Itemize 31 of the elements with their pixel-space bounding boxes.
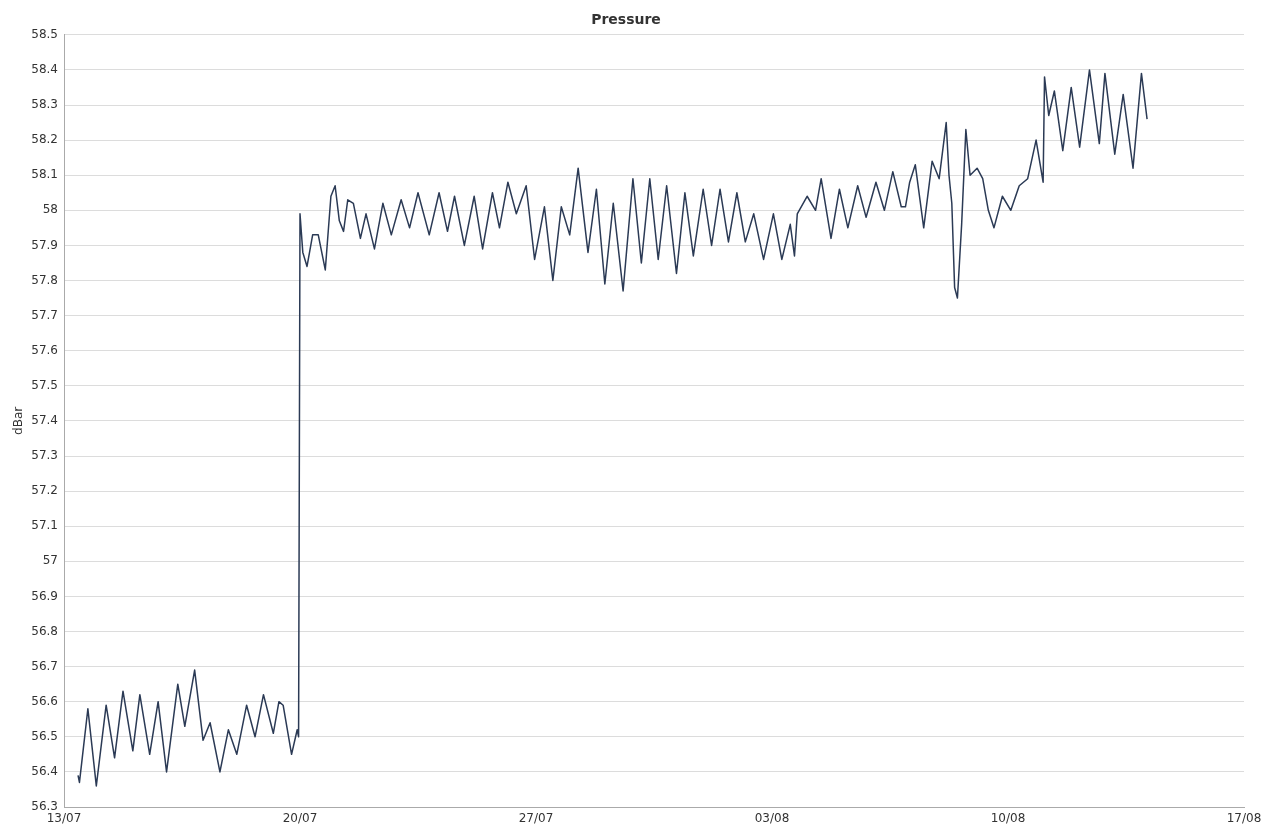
y-tick-label: 57 [42, 553, 58, 568]
y-tick-label: 58 [42, 202, 58, 217]
y-tick-label: 58.1 [31, 167, 58, 182]
y-tick-label: 56.9 [31, 588, 58, 603]
y-tick-label: 56.6 [31, 693, 58, 708]
y-tick-label: 57.4 [31, 413, 58, 428]
y-tick-label: 58.4 [31, 62, 58, 77]
x-tick-label: 20/07 [282, 811, 318, 826]
y-axis-title: dBar [11, 406, 26, 435]
x-tick-label: 10/08 [990, 811, 1026, 826]
x-tick-label: 03/08 [754, 811, 790, 826]
y-tick-label: 58.3 [31, 97, 58, 112]
y-tick-label: 57.8 [31, 272, 58, 287]
x-tick-label: 17/08 [1226, 811, 1262, 826]
y-tick-label: 57.7 [31, 307, 58, 322]
y-tick-label: 56.3 [31, 799, 58, 814]
y-tick-label: 58.5 [31, 26, 58, 41]
chart-title: Pressure [591, 11, 661, 28]
x-tick-label: 27/07 [518, 811, 554, 826]
y-tick-label: 56.7 [31, 658, 58, 673]
x-tick-label: 13/07 [46, 811, 82, 826]
y-tick-label: 57.6 [31, 342, 58, 357]
y-tick-label: 57.5 [31, 377, 58, 392]
y-tick-label: 56.5 [31, 728, 58, 743]
y-tick-label: 57.2 [31, 483, 58, 498]
y-tick-label: 57.9 [31, 237, 58, 252]
y-tick-label: 56.8 [31, 623, 58, 638]
y-tick-label: 57.3 [31, 448, 58, 463]
y-tick-label: 57.1 [31, 518, 58, 533]
y-tick-label: 56.4 [31, 764, 58, 779]
y-tick-label: 58.2 [31, 132, 58, 147]
